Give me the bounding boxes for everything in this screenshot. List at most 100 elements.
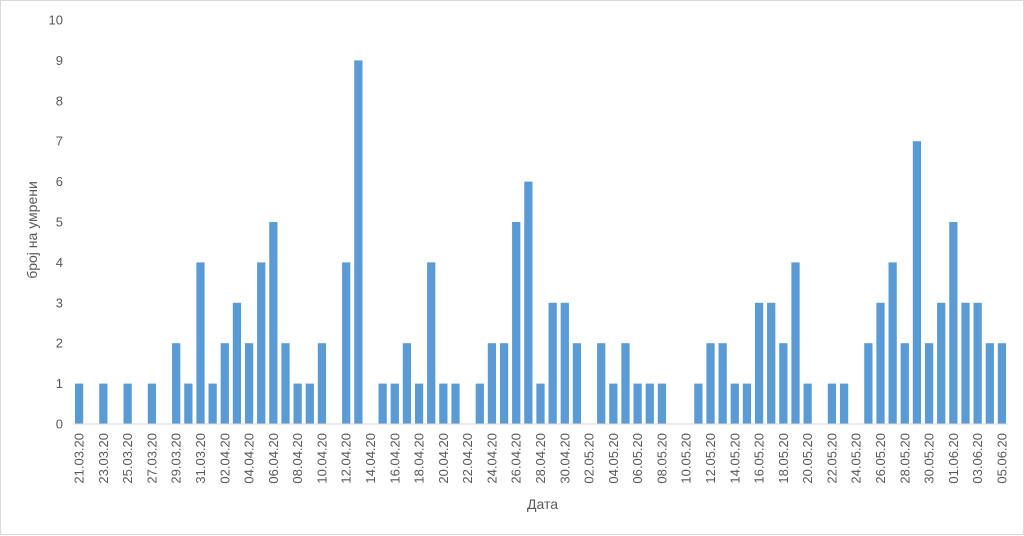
bar (281, 343, 290, 424)
y-tick-label: 10 (49, 13, 63, 28)
y-tick-label: 5 (56, 215, 63, 230)
y-tick-label: 9 (56, 53, 63, 68)
y-tick-label: 2 (56, 336, 63, 351)
bar (342, 262, 351, 424)
bar (730, 383, 739, 424)
bar (305, 383, 314, 424)
y-axis-ticks: 0 1 2 3 4 5 6 7 8 9 10 (49, 13, 63, 432)
bar (912, 141, 922, 424)
bar (451, 383, 460, 424)
bar (172, 343, 181, 424)
x-tick-label: 10.05.20 (679, 433, 694, 484)
bar (949, 222, 958, 424)
bar (597, 343, 606, 424)
bar (621, 343, 630, 424)
bar (973, 302, 982, 424)
x-tick-label: 12.04.20 (339, 433, 354, 484)
x-tick-label: 20.05.20 (800, 433, 815, 484)
x-tick-label: 22.04.20 (460, 433, 475, 484)
x-tick-label: 18.04.20 (412, 433, 427, 484)
bar (888, 262, 897, 424)
bar (997, 343, 1007, 424)
bar (633, 383, 642, 424)
y-tick-label: 3 (56, 295, 63, 310)
bar (123, 383, 132, 424)
bar (147, 383, 157, 424)
x-tick-label: 29.03.20 (169, 433, 184, 484)
x-tick-label: 01.06.20 (946, 433, 961, 484)
x-tick-label: 02.05.20 (582, 433, 597, 484)
bar (742, 383, 752, 424)
x-tick-label: 30.04.20 (557, 433, 572, 484)
bar (220, 343, 229, 424)
x-tick-label: 08.04.20 (290, 433, 305, 484)
x-tick-label: 03.06.20 (970, 433, 985, 484)
x-tick-label: 28.05.20 (897, 433, 912, 484)
bar (827, 383, 837, 424)
x-tick-label: 28.04.20 (533, 433, 548, 484)
x-tick-label: 20.04.20 (436, 433, 451, 484)
bar (427, 262, 436, 424)
x-tick-label: 14.04.20 (363, 433, 378, 484)
x-tick-label: 04.04.20 (242, 433, 257, 484)
bar (232, 302, 242, 424)
x-tick-label: 22.05.20 (824, 433, 839, 484)
bar (499, 343, 509, 424)
bar (985, 343, 994, 424)
y-tick-label: 4 (56, 255, 63, 270)
bar (961, 302, 970, 424)
bar (74, 383, 84, 424)
bar (512, 222, 521, 424)
bar (184, 383, 193, 424)
y-tick-label: 8 (56, 93, 63, 108)
bar (414, 383, 424, 424)
bar (99, 383, 108, 424)
bar (767, 302, 776, 424)
bar (876, 302, 885, 424)
y-axis-title: број на умрени (24, 181, 40, 279)
y-tick-label: 0 (56, 417, 63, 432)
x-tick-label: 21.03.20 (72, 433, 87, 484)
x-tick-label: 08.05.20 (654, 433, 669, 484)
bar (317, 343, 327, 424)
x-tick-label: 06.04.20 (266, 433, 281, 484)
x-tick-label: 27.03.20 (144, 433, 159, 484)
bar (208, 383, 217, 424)
bar (694, 383, 703, 424)
bar (524, 181, 533, 424)
x-tick-label: 31.03.20 (193, 433, 208, 484)
x-axis-ticks: 21.03.20 23.03.20 25.03.20 27.03.20 29.03.20… (72, 433, 1010, 484)
x-tick-label: 25.03.20 (120, 433, 135, 484)
x-tick-label: 05.06.20 (994, 433, 1009, 484)
x-tick-label: 02.04.20 (217, 433, 232, 484)
x-tick-label: 16.05.20 (752, 433, 767, 484)
bar (196, 262, 205, 424)
bar (487, 343, 497, 424)
bar (937, 302, 946, 424)
bar (257, 262, 266, 424)
bar (439, 383, 448, 424)
bars (74, 60, 1007, 425)
bar (803, 383, 812, 424)
bar (924, 343, 934, 424)
y-tick-label: 7 (56, 134, 63, 149)
bar (293, 383, 302, 424)
x-tick-label: 24.04.20 (484, 433, 499, 484)
x-tick-label: 10.04.20 (314, 433, 329, 484)
x-axis-title: Дата (527, 496, 558, 512)
y-tick-label: 1 (56, 376, 63, 391)
bar (900, 343, 909, 424)
x-tick-label: 12.05.20 (703, 433, 718, 484)
bar (779, 343, 788, 424)
x-tick-label: 30.05.20 (922, 433, 937, 484)
bar (645, 383, 654, 424)
bar (402, 343, 412, 424)
bar (706, 343, 715, 424)
bar (791, 262, 800, 424)
x-tick-label: 18.05.20 (776, 433, 791, 484)
y-tick-label: 6 (56, 174, 63, 189)
x-tick-label: 06.05.20 (630, 433, 645, 484)
bar (839, 383, 849, 424)
